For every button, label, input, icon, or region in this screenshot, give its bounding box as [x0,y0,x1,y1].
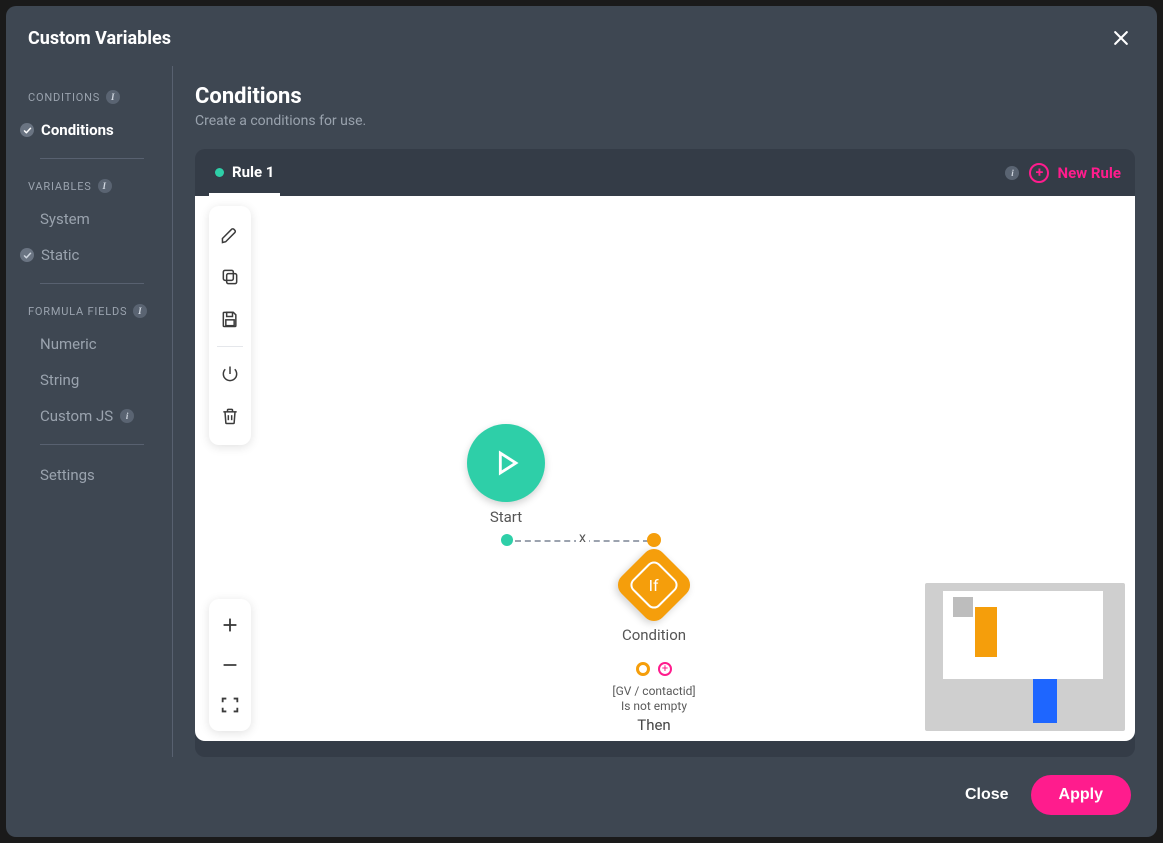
fit-screen-icon[interactable] [213,685,247,725]
copy-icon[interactable] [213,258,247,296]
zoom-controls [209,599,251,731]
page-title: Conditions [195,84,1135,109]
sidebar-item-label: Settings [40,466,95,484]
close-button[interactable]: Close [965,786,1009,804]
divider [40,158,144,159]
sidebar-item-settings[interactable]: Settings [6,457,172,493]
condition-if-text: If [649,575,659,594]
close-icon[interactable] [1107,24,1135,52]
info-icon[interactable]: i [98,179,112,193]
status-dot-icon [215,168,224,177]
port-out-icon[interactable] [501,534,513,546]
info-icon[interactable]: i [1005,166,1019,180]
sidebar: CONDITIONS i Conditions VARIABLES i Syst… [6,66,173,757]
tabs-row: Rule 1 i + New Rule [195,149,1135,196]
sidebar-item-string[interactable]: String [6,362,172,398]
minimap-shape [975,607,997,657]
canvas-container: Start x If Condition [195,196,1135,757]
power-icon[interactable] [213,355,247,393]
tab-label: Rule 1 [232,163,274,181]
section-header-conditions: CONDITIONS i [6,82,172,112]
sidebar-item-conditions[interactable]: Conditions [6,112,172,148]
port-in-icon[interactable] [647,533,661,547]
start-node[interactable] [467,424,545,502]
sidebar-item-customjs[interactable]: Custom JS i [6,398,172,434]
condition-rule-line1: [GV / contactid] [575,684,733,699]
trash-icon[interactable] [213,397,247,435]
plus-icon: + [1029,163,1049,183]
edge-delete-icon[interactable]: x [576,530,589,546]
minimap[interactable] [925,583,1125,731]
section-header-variables: VARIABLES i [6,171,172,201]
section-header-formula: FORMULA FIELDS i [6,296,172,326]
sidebar-item-system[interactable]: System [6,201,172,237]
save-icon[interactable] [213,300,247,338]
sidebar-item-label: Custom JS [40,407,113,425]
divider [40,283,144,284]
modal: Custom Variables CONDITIONS i Conditions… [6,6,1157,837]
modal-footer: Close Apply [6,757,1157,837]
zoom-out-icon[interactable] [213,645,247,685]
condition-ports [595,662,713,676]
info-icon[interactable]: i [120,409,134,423]
tab-rule1[interactable]: Rule 1 [209,149,280,196]
port-ring-icon[interactable] [636,662,650,676]
check-icon [20,123,34,137]
tabs-right: i + New Rule [1005,163,1121,183]
condition-node-label: Condition [595,626,713,644]
minimap-viewport [943,591,1103,679]
add-port-icon[interactable] [658,662,672,676]
start-node-label: Start [467,508,545,526]
check-icon [20,248,34,262]
separator [217,346,243,347]
info-icon[interactable]: i [133,304,147,318]
main-panel: Conditions Create a conditions for use. … [173,66,1157,757]
condition-then-label: Then [595,716,713,734]
section-label: FORMULA FIELDS [28,305,127,318]
sidebar-item-label: String [40,371,79,389]
divider [40,444,144,445]
new-rule-button[interactable]: + New Rule [1029,163,1121,183]
condition-rule-line2: Is not empty [575,699,733,714]
section-label: CONDITIONS [28,91,100,104]
sidebar-item-label: Conditions [41,121,114,139]
modal-title: Custom Variables [28,28,171,49]
sidebar-item-label: Numeric [40,335,97,353]
page-subtitle: Create a conditions for use. [195,113,1135,129]
flow-canvas[interactable]: Start x If Condition [195,196,1135,741]
sidebar-item-label: Static [41,246,79,264]
new-rule-label: New Rule [1057,164,1121,182]
toolbox [209,206,251,445]
section-label: VARIABLES [28,180,92,193]
modal-body: CONDITIONS i Conditions VARIABLES i Syst… [6,66,1157,757]
modal-header: Custom Variables [6,6,1157,66]
sidebar-item-static[interactable]: Static [6,237,172,273]
zoom-in-icon[interactable] [213,605,247,645]
minimap-shape [1033,679,1057,723]
info-icon[interactable]: i [106,90,120,104]
sidebar-item-numeric[interactable]: Numeric [6,326,172,362]
apply-button[interactable]: Apply [1031,775,1131,815]
sidebar-item-label: System [40,210,90,228]
condition-node[interactable]: If [613,544,695,626]
minimap-shape [953,597,973,617]
edit-icon[interactable] [213,216,247,254]
condition-rule-text: [GV / contactid] Is not empty [575,684,733,714]
